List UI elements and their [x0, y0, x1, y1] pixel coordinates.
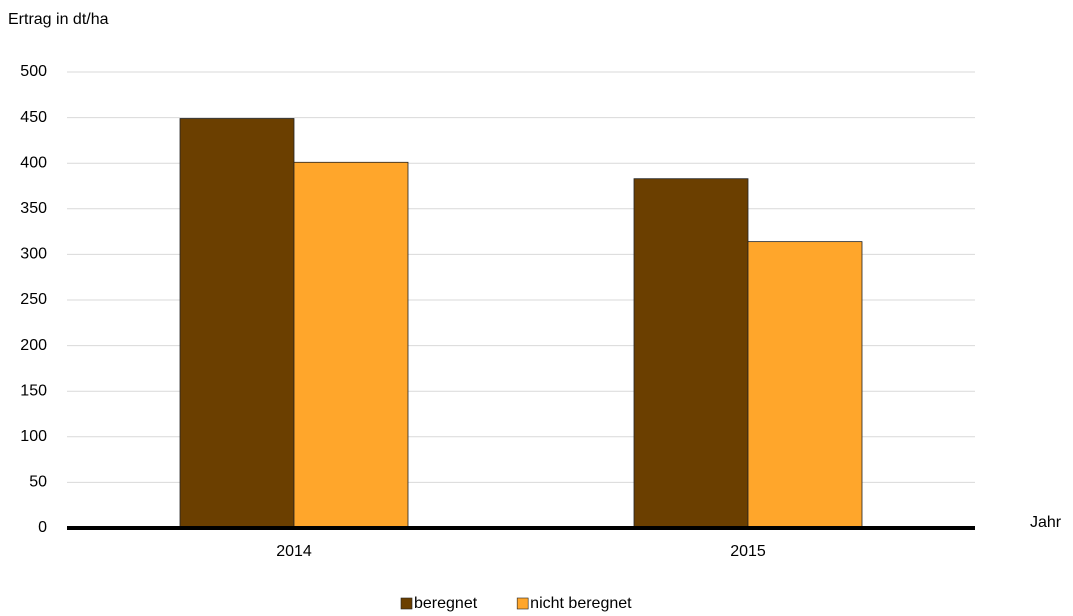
y-tick-label: 100	[20, 428, 47, 445]
y-tick-label: 450	[20, 109, 47, 126]
x-axis-title: Jahr	[1030, 514, 1062, 531]
legend-swatch	[516, 597, 529, 610]
y-tick-label: 0	[38, 519, 47, 536]
y-tick-label: 400	[20, 154, 47, 171]
y-tick-label: 500	[20, 63, 47, 80]
bar	[179, 118, 295, 529]
bar	[633, 178, 749, 529]
y-tick-label: 200	[20, 337, 47, 354]
legend-label: beregnet	[414, 595, 478, 612]
legend-swatch	[400, 597, 413, 610]
y-tick-label: 150	[20, 382, 47, 399]
x-tick-label: 2014	[276, 543, 312, 560]
bar	[747, 241, 863, 529]
y-axis-title: Ertrag in dt/ha	[8, 11, 109, 28]
x-tick-label: 2015	[730, 543, 766, 560]
y-tick-label: 250	[20, 291, 47, 308]
bar	[293, 161, 409, 529]
legend-label: nicht beregnet	[530, 595, 632, 612]
y-tick-label: 300	[20, 246, 47, 263]
y-tick-label: 50	[29, 474, 47, 491]
y-tick-label: 350	[20, 200, 47, 217]
